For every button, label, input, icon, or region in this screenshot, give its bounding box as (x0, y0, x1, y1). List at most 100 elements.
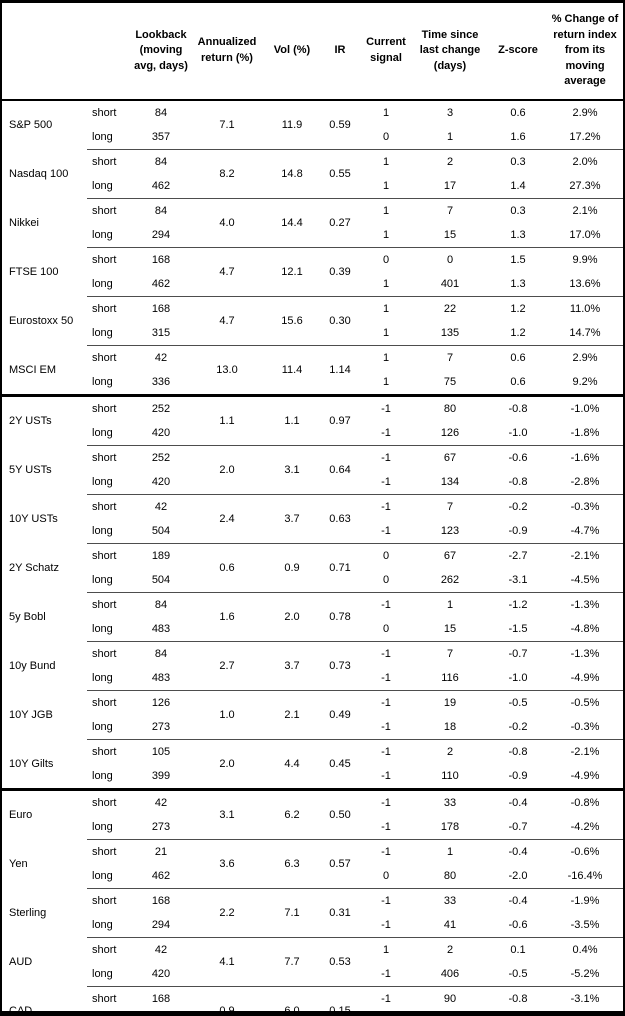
asset-name: 5y Bobl (9, 610, 46, 623)
cell-annualized-return: 0.9 (189, 986, 265, 1011)
cell-z-score: 1.2 (510, 326, 526, 339)
cell-signal: 0 (382, 869, 390, 882)
cell-z-score: 1.6 (510, 130, 526, 143)
cell-pct-change: 0.4% (547, 937, 623, 962)
asset-name: Nasdaq 100 (9, 167, 69, 180)
row-side-long: long (92, 769, 113, 782)
cell-signal: 0 (382, 573, 390, 586)
cell-z-score: -0.5 (508, 967, 528, 980)
cell-z-score: -3.1 (508, 573, 528, 586)
cell-signal: -1 (381, 769, 391, 782)
table-row-short: 10Y JGB short 126 1.0 2.1 0.49 -1 19 -0.5 -0.5% (2, 690, 623, 740)
cell-z-score: 0.6 (510, 106, 526, 119)
cell-time-since-change: 1 (411, 839, 489, 864)
cell-signal: -1 (361, 986, 411, 1011)
cell-lookback: 504 (133, 1011, 189, 1016)
cell-lookback: 483 (151, 671, 171, 684)
cell-pct-change: -0.5% (547, 690, 623, 715)
cell-ir: 0.73 (319, 641, 361, 691)
cell-signal: -1 (381, 671, 391, 684)
table-row-short: FTSE 100 short 168 4.7 12.1 0.39 0 0 1.5 9.9% (2, 247, 623, 297)
column-header-time-since-change: Time since last change (days) (411, 3, 489, 101)
asset-name: CAD (9, 1004, 33, 1016)
cell-lookback: 273 (151, 720, 171, 733)
cell-time-since-change: 33 (411, 888, 489, 913)
table-row-long: long 357 0 1 1.6 17.2% (2, 125, 623, 150)
cell-ir: 0.63 (319, 494, 361, 544)
cell-time-since-change: 406 (440, 967, 460, 980)
table-row-short: CAD short 168 0.9 6.0 0.15 -1 90 -0.8 -3.1% (2, 986, 623, 1011)
table-row-long: long 420 -1 126 -1.0 -1.8% (2, 421, 623, 446)
cell-lookback: 42 (133, 494, 189, 519)
cell-vol: 2.1 (265, 690, 319, 740)
cell-lookback: 168 (133, 247, 189, 272)
cell-ir: 0.27 (319, 198, 361, 248)
cell-signal: -1 (361, 445, 411, 470)
asset-name: S&P 500 (9, 119, 53, 132)
cell-lookback: 84 (154, 106, 168, 119)
cell-lookback: 84 (133, 198, 189, 223)
table-row-long: long 336 1 75 0.6 9.2% (2, 370, 623, 396)
cell-z-score: -0.9 (508, 524, 528, 537)
cell-signal: -1 (381, 720, 391, 733)
asset-name: 2Y Schatz (9, 561, 59, 574)
cell-signal: 0 (382, 622, 390, 635)
cell-z-score: -1.1 (489, 1011, 547, 1016)
table-row-short: Nikkei short 84 4.0 14.4 0.27 1 7 0.3 2.1% (2, 198, 623, 248)
row-side-short: short (87, 445, 133, 470)
row-side-short: short (87, 198, 133, 223)
cell-annualized-return: 2.7 (189, 641, 265, 691)
row-side-long: long (92, 326, 113, 339)
cell-signal: -1 (361, 839, 411, 864)
cell-annualized-return: 2.0 (189, 445, 265, 495)
cell-lookback: 252 (133, 394, 189, 421)
table-row-long: long 420 -1 406 -0.5 -5.2% (2, 962, 623, 987)
cell-signal: 0 (382, 130, 390, 143)
cell-lookback: 126 (133, 690, 189, 715)
cell-time-since-change: 2 (411, 739, 489, 764)
row-side-long: long (92, 524, 113, 537)
cell-lookback: 420 (151, 967, 171, 980)
column-header-annualized-return: Annualized return (%) (189, 3, 265, 101)
cell-signal: 0 (361, 247, 411, 272)
asset-name: FTSE 100 (9, 265, 59, 278)
cell-time-since-change: 19 (411, 690, 489, 715)
cell-z-score: 1.5 (489, 247, 547, 272)
cell-pct-change: -1.0% (547, 394, 623, 421)
cell-signal: 1 (382, 179, 390, 192)
cell-signal: 1 (382, 106, 390, 119)
row-side-long: long (92, 426, 113, 439)
table-row-long: long 504 0 262 -3.1 -4.5% (2, 568, 623, 593)
row-side-short: short (87, 937, 133, 962)
cell-time-since-change: 134 (440, 475, 460, 488)
cell-z-score: -1.5 (508, 622, 528, 635)
cell-time-since-change: 401 (440, 277, 460, 290)
cell-z-score: -0.4 (489, 788, 547, 815)
cell-time-since-change: 17 (443, 179, 457, 192)
cell-z-score: -0.8 (489, 739, 547, 764)
asset-name: 10Y JGB (9, 708, 53, 721)
cell-z-score: -0.7 (508, 820, 528, 833)
cell-pct-change: -0.6% (547, 839, 623, 864)
row-side-long: long (92, 720, 113, 733)
table-row-long: long 483 -1 116 -1.0 -4.9% (2, 666, 623, 691)
table-row-long: long 273 -1 178 -0.7 -4.2% (2, 815, 623, 840)
cell-lookback: 336 (151, 375, 171, 388)
cell-z-score: -0.6 (489, 445, 547, 470)
cell-lookback: 105 (133, 739, 189, 764)
cell-signal: -1 (361, 888, 411, 913)
cell-vol: 6.2 (265, 788, 319, 840)
cell-ir: 0.30 (319, 296, 361, 346)
cell-annualized-return: 4.7 (189, 247, 265, 297)
cell-signal: -1 (361, 641, 411, 666)
cell-lookback: 462 (151, 179, 171, 192)
table-body: S&P 500 short 84 7.1 11.9 0.59 1 3 0.6 2.9% long 35… (2, 100, 623, 1016)
cell-vol: 7.1 (265, 888, 319, 938)
cell-z-score: 1.4 (510, 179, 526, 192)
cell-time-since-change: 41 (443, 918, 457, 931)
row-side-short: short (87, 641, 133, 666)
asset-name: Yen (9, 857, 28, 870)
cell-vol: 11.4 (265, 345, 319, 396)
table-row-short: Nasdaq 100 short 84 8.2 14.8 0.55 1 2 0.3 2.0% (2, 149, 623, 199)
row-side-long: long (92, 622, 113, 635)
